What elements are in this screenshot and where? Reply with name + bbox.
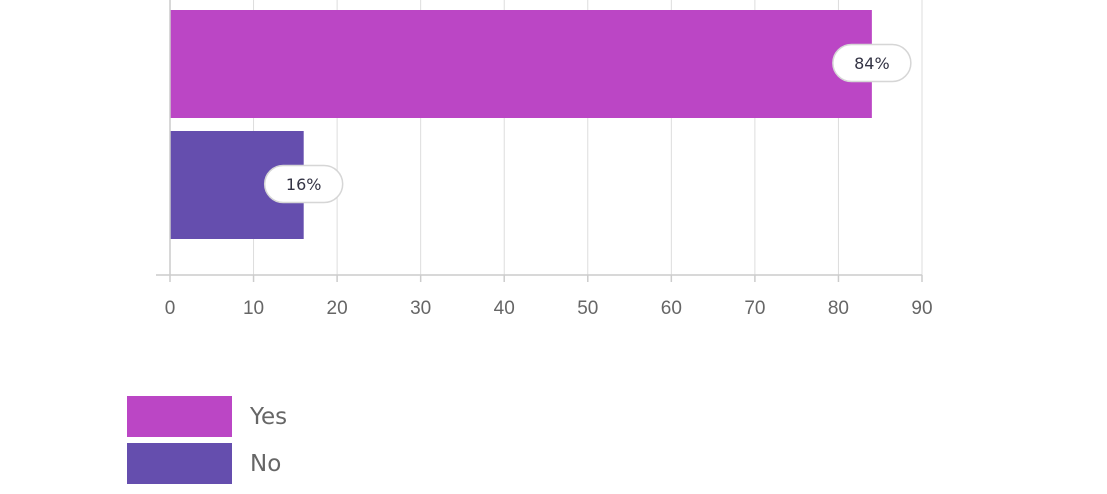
data-label-yes: 84% <box>832 43 912 83</box>
x-tick-label-80: 80 <box>828 298 849 319</box>
legend-label-yes: Yes <box>250 403 288 430</box>
x-tick-label-40: 40 <box>494 298 515 319</box>
x-tick-label-10: 10 <box>243 298 264 319</box>
x-tick-label-30: 30 <box>410 298 431 319</box>
bar-yes[interactable] <box>170 10 872 118</box>
data-label-no: 16% <box>263 164 344 204</box>
x-axis: 0 10 20 30 40 50 60 70 80 90 <box>156 0 933 319</box>
legend-item-no[interactable]: No <box>127 443 287 484</box>
legend-label-no: No <box>250 450 282 477</box>
x-tick-label-70: 70 <box>744 298 765 319</box>
x-tick-label-90: 90 <box>911 298 932 319</box>
bar-chart: 0 10 20 30 40 50 60 70 80 90 84% 16% <box>156 0 933 319</box>
data-label-bubble <box>832 43 912 83</box>
data-label-text: 84% <box>854 54 890 73</box>
data-label-bubble <box>263 164 344 204</box>
legend: Yes No <box>127 396 287 490</box>
legend-swatch-no <box>127 443 232 484</box>
x-tick-label-60: 60 <box>661 298 682 319</box>
legend-swatch-yes <box>127 396 232 437</box>
x-tick-label-0: 0 <box>165 298 176 319</box>
data-labels: 84% 16% <box>263 43 912 204</box>
x-tick-label-20: 20 <box>327 298 348 319</box>
x-tick-label-50: 50 <box>577 298 598 319</box>
data-label-text: 16% <box>286 175 322 194</box>
bars <box>170 10 872 239</box>
legend-item-yes[interactable]: Yes <box>127 396 287 437</box>
